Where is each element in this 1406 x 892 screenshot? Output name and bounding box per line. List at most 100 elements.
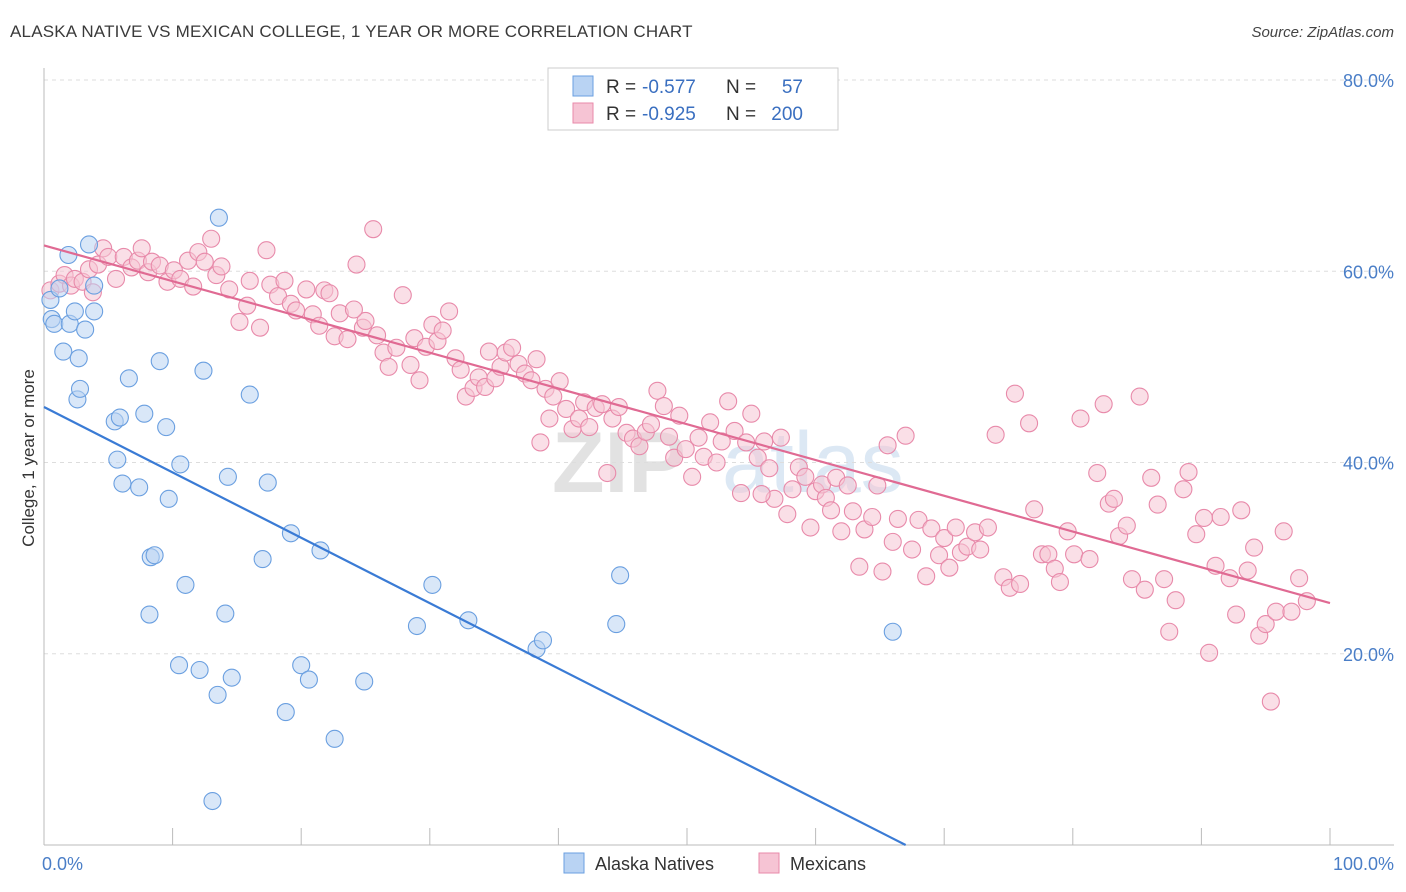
data-point xyxy=(1266,602,1286,621)
data-point xyxy=(250,318,270,337)
data-point xyxy=(130,478,149,497)
correlation-legend: R = -0.577 N = 57 R = -0.925 N = 200 xyxy=(547,67,839,131)
data-point xyxy=(1174,480,1193,499)
data-point xyxy=(902,540,922,559)
data-point xyxy=(275,271,294,290)
data-point xyxy=(707,453,726,472)
data-point xyxy=(1232,501,1251,520)
data-point xyxy=(135,404,154,423)
source-label: Source: ZipAtlas.com xyxy=(1251,24,1394,41)
data-point xyxy=(748,448,767,467)
data-point xyxy=(320,284,339,303)
data-point xyxy=(299,670,318,689)
data-point xyxy=(648,381,667,400)
data-point xyxy=(423,575,442,594)
data-point xyxy=(557,399,576,419)
series-legend: Alaska Natives Mexicans xyxy=(563,852,866,874)
data-point xyxy=(1071,409,1090,428)
data-point xyxy=(1290,569,1309,588)
data-point xyxy=(208,685,227,704)
data-point xyxy=(883,532,902,551)
data-point xyxy=(1117,516,1136,535)
data-point xyxy=(909,510,928,529)
data-point xyxy=(222,668,241,687)
data-point xyxy=(106,269,126,288)
data-point xyxy=(1094,395,1113,414)
data-point xyxy=(1020,414,1039,433)
data-point xyxy=(659,427,679,446)
data-point xyxy=(50,279,69,298)
data-point xyxy=(140,605,159,624)
data-point xyxy=(85,276,104,295)
data-point xyxy=(731,484,751,503)
data-point xyxy=(85,302,104,321)
x-axis-ticks xyxy=(172,828,1331,845)
data-point xyxy=(69,349,88,368)
data-point xyxy=(1238,561,1257,580)
data-point xyxy=(276,703,295,722)
data-point xyxy=(922,519,941,538)
data-point xyxy=(132,239,151,258)
data-point xyxy=(230,312,249,331)
data-point xyxy=(863,507,882,527)
data-point xyxy=(935,528,954,548)
data-point xyxy=(533,631,553,650)
legend-r-label-2: R = xyxy=(606,104,636,125)
data-point xyxy=(1155,570,1174,589)
data-point xyxy=(611,566,630,585)
data-point xyxy=(479,342,499,361)
data-point xyxy=(401,355,420,375)
y-tick-label: 80.0% xyxy=(1343,71,1394,91)
data-point xyxy=(832,522,851,541)
data-point xyxy=(195,252,214,271)
data-point xyxy=(145,546,164,565)
data-point xyxy=(1282,602,1301,621)
data-point xyxy=(209,208,228,227)
data-point xyxy=(1142,468,1161,487)
legend-swatch-alaska-natives-bottom xyxy=(563,852,585,874)
data-point xyxy=(654,397,673,416)
data-point xyxy=(641,415,661,434)
data-point xyxy=(683,467,702,486)
legend-label-mexicans: Mexicans xyxy=(790,854,866,874)
data-point xyxy=(1179,463,1198,482)
data-point xyxy=(292,656,311,675)
data-point xyxy=(355,672,374,691)
data-point xyxy=(1261,692,1280,711)
y-tick-labels: 20.0% 40.0% 60.0% 80.0% xyxy=(1343,71,1394,665)
data-point xyxy=(1080,550,1099,569)
data-point xyxy=(1050,572,1069,592)
data-point xyxy=(821,501,841,520)
legend-n-value-1: 57 xyxy=(782,77,803,98)
data-point xyxy=(1088,463,1107,483)
data-point xyxy=(240,271,259,290)
data-point xyxy=(838,476,857,495)
data-point xyxy=(76,320,95,339)
data-point xyxy=(253,550,272,569)
data-point xyxy=(978,518,997,537)
data-point xyxy=(216,604,235,623)
data-point xyxy=(1256,615,1275,634)
data-point xyxy=(176,575,195,594)
data-point xyxy=(1227,605,1246,624)
data-point xyxy=(113,474,132,493)
data-point xyxy=(544,387,563,406)
data-point xyxy=(194,361,213,380)
data-point xyxy=(1160,622,1179,641)
data-point xyxy=(410,371,429,390)
data-point xyxy=(540,409,559,428)
data-point xyxy=(257,241,276,260)
data-point xyxy=(883,622,902,641)
legend-n-label-2: N = xyxy=(726,104,756,125)
data-point xyxy=(240,385,259,404)
data-point xyxy=(778,505,797,524)
data-point xyxy=(986,425,1005,444)
data-point xyxy=(771,428,790,447)
data-point xyxy=(896,426,915,445)
data-point xyxy=(503,338,522,357)
data-point xyxy=(783,480,802,499)
data-point xyxy=(843,502,862,521)
data-point xyxy=(393,286,412,305)
y-tick-label: 20.0% xyxy=(1343,645,1394,665)
